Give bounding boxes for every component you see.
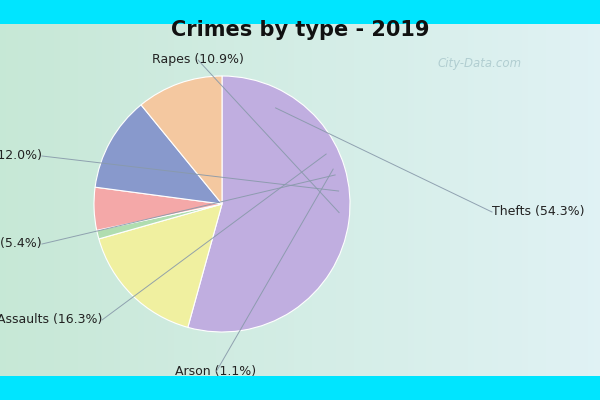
Text: Rapes (10.9%): Rapes (10.9%) (152, 54, 244, 66)
Text: Thefts (54.3%): Thefts (54.3%) (492, 206, 584, 218)
Wedge shape (141, 76, 222, 204)
Wedge shape (99, 204, 222, 327)
Text: Assaults (16.3%): Assaults (16.3%) (0, 314, 102, 326)
Wedge shape (95, 105, 222, 204)
Text: City-Data.com: City-Data.com (438, 58, 522, 70)
Text: Burglaries (12.0%): Burglaries (12.0%) (0, 150, 42, 162)
Wedge shape (94, 187, 222, 230)
Text: Auto thefts (5.4%): Auto thefts (5.4%) (0, 238, 42, 250)
Wedge shape (97, 204, 222, 239)
Wedge shape (188, 76, 350, 332)
Text: Arson (1.1%): Arson (1.1%) (175, 366, 257, 378)
Text: Crimes by type - 2019: Crimes by type - 2019 (171, 20, 429, 40)
